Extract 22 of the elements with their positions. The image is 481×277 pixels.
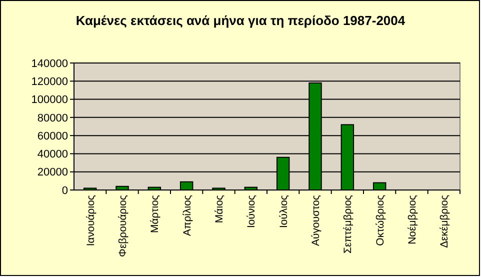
y-tick-label: 140000	[31, 58, 68, 70]
x-tick-label: Απρίλιος	[181, 195, 194, 236]
x-tick-label: Φεβρουάριος	[116, 195, 129, 257]
x-tick-label: Νοέμβριος	[406, 195, 418, 244]
x-tick-label: Ιούνιος	[246, 195, 258, 228]
y-tick-label: 100000	[31, 94, 68, 106]
bar	[372, 182, 386, 190]
y-tick-label: 0	[62, 184, 68, 197]
x-tick-label: Μάρτιος	[149, 195, 162, 234]
x-tick-label: Μάιος	[213, 195, 226, 224]
y-tick-label: 60000	[37, 130, 68, 142]
y-tick-label: 20000	[37, 166, 68, 179]
x-tick-label: Ιούλιος	[278, 195, 290, 228]
x-tick-label: Αύγουστος	[310, 195, 322, 246]
y-tick-label: 80000	[37, 112, 68, 124]
x-tick-label: Ιανουάριος	[84, 195, 97, 246]
x-tick-label: Δεκέμβριος	[438, 195, 451, 248]
x-tick-label: Οκτώβριος	[374, 195, 386, 246]
y-tick-label: 120000	[31, 76, 68, 88]
chart-title: Καμένες εκτάσεις ανά μήνα για τη περίοδο 1987-2004	[76, 13, 406, 28]
x-tick-label: Σεπτέμβριος	[342, 195, 354, 254]
y-tick-label: 40000	[37, 148, 68, 161]
